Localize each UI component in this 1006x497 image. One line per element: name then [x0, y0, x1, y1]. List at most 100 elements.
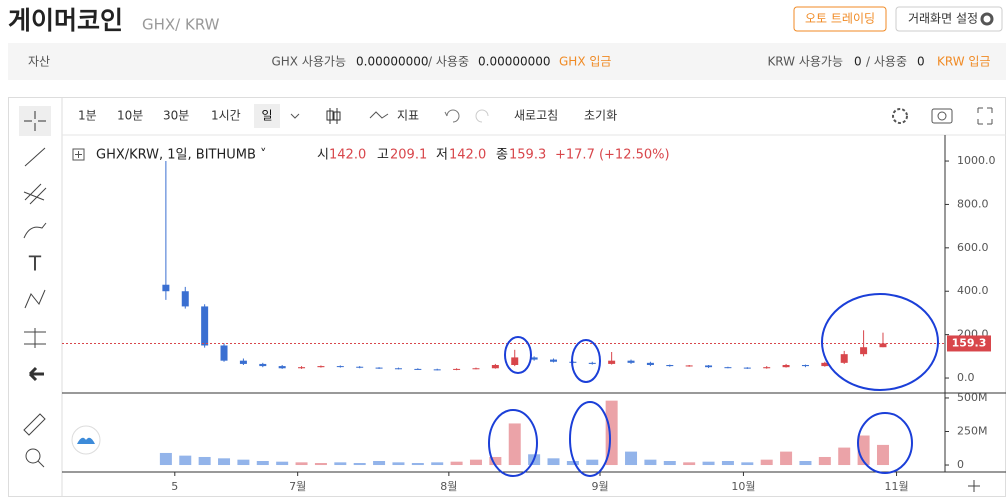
volume-bar: [334, 462, 347, 466]
candle-body: [705, 365, 713, 368]
y2-tick-label: 500M: [957, 391, 988, 404]
volume-bar: [314, 463, 327, 466]
candle-body: [220, 345, 228, 361]
candle-type-icon[interactable]: [326, 108, 341, 124]
pattern-tool[interactable]: [24, 289, 46, 309]
dropdown-icon[interactable]: [290, 113, 300, 119]
fullscreen-icon[interactable]: [977, 107, 993, 125]
candle-body: [201, 306, 209, 346]
candle-body: [336, 366, 344, 368]
interval[interactable]: 10분: [117, 109, 143, 123]
refresh[interactable]: 새로고침: [514, 109, 558, 123]
annotation-circle: [821, 293, 939, 391]
auto-trade-label[interactable]: 오토 트레이딩: [805, 12, 875, 26]
gear-icon[interactable]: [980, 12, 994, 26]
candle-body: [608, 360, 616, 364]
back-tool[interactable]: [28, 366, 44, 382]
interval[interactable]: 30분: [163, 109, 189, 123]
settings-button[interactable]: [895, 6, 1003, 32]
undo-icon[interactable]: [444, 109, 460, 123]
annotation-circle: [504, 336, 532, 374]
change: +17.7 (+12.50%): [555, 148, 670, 163]
x-tick-label: 5: [171, 480, 178, 493]
volume-bar: [159, 452, 172, 466]
y-tick-label: 600.0: [957, 241, 989, 254]
open-label: 시: [317, 148, 329, 163]
x-tick-label: 8월: [440, 480, 457, 493]
volume-bar: [818, 456, 831, 466]
axis-settings[interactable]: [968, 480, 980, 492]
volume-bar: [489, 456, 502, 466]
y-tick-label: 1000.0: [957, 154, 996, 167]
symbol[interactable]: GHX/KRW, 1일, BITHUMB ˅: [96, 148, 267, 163]
volume-bar: [431, 462, 444, 466]
ghx-in-use-label: / 사용중: [428, 55, 469, 69]
ghx-available: 0.00000000: [356, 55, 429, 69]
volume-bar: [392, 462, 405, 466]
krw-deposit[interactable]: KRW 입금: [937, 55, 990, 69]
asset-label: 자산: [28, 55, 50, 69]
candle-body: [278, 366, 286, 369]
candle-body: [259, 363, 267, 367]
redo-icon[interactable]: [475, 109, 489, 123]
ruler-tool[interactable]: [23, 413, 46, 436]
legend-toggle[interactable]: [72, 148, 85, 161]
indicator-icon[interactable]: [369, 111, 389, 119]
volume-bar: [469, 459, 482, 466]
interval[interactable]: 1분: [78, 109, 97, 123]
candle-body: [627, 360, 635, 363]
ghx-in-use: 0.00000000: [478, 55, 551, 69]
high-value: 209.1: [390, 148, 427, 163]
candle-body: [801, 365, 809, 367]
last-price-label: 159.3: [952, 336, 987, 349]
x-tick-label: 7월: [289, 480, 306, 493]
candle-body: [453, 368, 461, 370]
indicator-label[interactable]: 지표: [397, 109, 419, 123]
volume-bar: [373, 461, 386, 466]
y-tick-label: 800.0: [957, 197, 989, 210]
volume-bar: [721, 461, 734, 466]
auto-trade-button[interactable]: [793, 6, 887, 32]
volume-bar: [566, 461, 579, 466]
text-tool[interactable]: T: [28, 252, 42, 276]
interval[interactable]: 1시간: [211, 109, 241, 123]
candle-body: [530, 357, 538, 360]
volume-bar: [411, 463, 424, 466]
candle-body: [666, 365, 674, 367]
volume-bar: [760, 459, 773, 466]
y-tick-label: 0.0: [957, 371, 975, 384]
volume-bar: [218, 458, 231, 466]
volume-bar: [625, 451, 638, 466]
measure-tool[interactable]: [24, 328, 46, 348]
y2-tick-label: 0: [957, 458, 964, 471]
candle-body: [433, 369, 441, 371]
crosshair-tool[interactable]: [24, 111, 46, 131]
fib-tool[interactable]: [23, 183, 47, 205]
volume-bar: [353, 463, 366, 466]
settings-label[interactable]: 거래화면 설정: [908, 12, 978, 26]
candle-body: [782, 365, 790, 368]
volume-bar: [702, 461, 715, 466]
zoom-handle: [37, 460, 45, 468]
camera-lens: [937, 111, 947, 121]
krw-in-use: 0: [917, 55, 925, 69]
line-tool[interactable]: [24, 147, 46, 167]
candle-body: [724, 367, 732, 369]
krw-available-label: KRW 사용가능: [767, 55, 843, 69]
volume-bar: [237, 459, 250, 466]
interval[interactable]: 일: [261, 109, 272, 123]
coin-title: 게이머코인: [8, 6, 123, 35]
brush-tool[interactable]: [23, 222, 47, 239]
reset[interactable]: 초기화: [584, 109, 617, 123]
zoom-tool[interactable]: [25, 448, 41, 464]
candle-body: [239, 360, 247, 364]
volume-bar: [547, 458, 560, 466]
candle-body: [821, 362, 829, 367]
annotation-circle: [569, 401, 611, 477]
ghx-deposit[interactable]: GHX 입금: [559, 55, 611, 69]
volume-bar: [683, 462, 696, 466]
candle-body: [879, 343, 887, 348]
settings-icon[interactable]: [892, 108, 908, 124]
camera-icon[interactable]: [931, 108, 953, 124]
